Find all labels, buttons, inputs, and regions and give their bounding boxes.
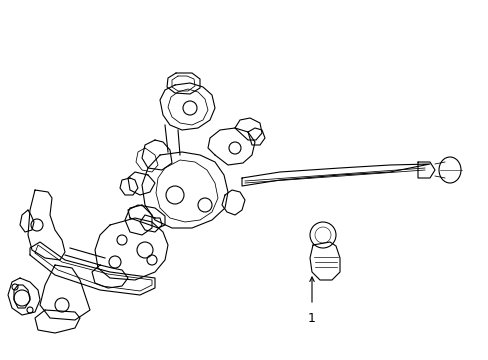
Text: 1: 1	[307, 311, 315, 324]
